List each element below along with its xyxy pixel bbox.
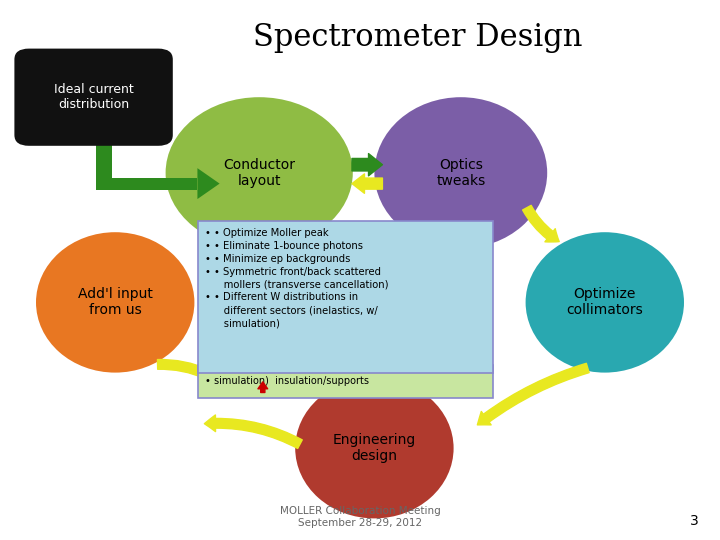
Ellipse shape [36,232,194,373]
Text: Optimize
collimators: Optimize collimators [567,287,643,318]
Text: Add'l input
from us: Add'l input from us [78,287,153,318]
Bar [96,178,197,190]
Text: • • Optimize Moller peak
• • Eliminate 1-bounce photons
• • Minimize ep backgrou: • • Optimize Moller peak • • Eliminate 1… [205,228,389,328]
FancyArrowPatch shape [352,174,382,193]
Text: MOLLER Collaboration Meeting
September 28-29, 2012: MOLLER Collaboration Meeting September 2… [279,506,441,528]
FancyArrowPatch shape [477,363,589,425]
FancyBboxPatch shape [198,221,493,373]
FancyArrowPatch shape [158,360,217,382]
FancyBboxPatch shape [14,49,173,146]
Ellipse shape [166,97,353,248]
Text: Spectrometer Design: Spectrometer Design [253,22,582,52]
Text: • simulation)  insulation/supports: • simulation) insulation/supports [205,376,369,386]
Text: Ideal current
distribution: Ideal current distribution [54,83,133,111]
FancyArrowPatch shape [258,382,268,393]
Text: Engineering
design: Engineering design [333,433,416,463]
Ellipse shape [295,378,454,518]
Ellipse shape [526,232,684,373]
Text: 3: 3 [690,514,698,528]
Ellipse shape [374,97,547,248]
FancyArrowPatch shape [523,205,559,242]
FancyArrowPatch shape [204,415,302,449]
Polygon shape [197,168,220,199]
Text: Optics
tweaks: Optics tweaks [436,158,485,188]
FancyBboxPatch shape [198,364,493,398]
Text: Conductor
layout: Conductor layout [223,158,295,188]
Bar [96,138,112,184]
FancyArrowPatch shape [352,153,382,176]
